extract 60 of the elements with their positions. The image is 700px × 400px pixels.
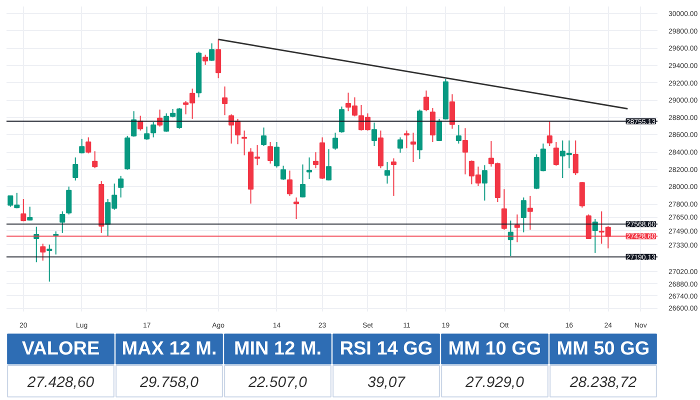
candlestick (410, 132, 416, 163)
candlestick (436, 118, 442, 142)
candlestick (553, 142, 559, 166)
category-label: RSI 14 GG (340, 338, 433, 360)
candlestick (462, 128, 468, 175)
candlestick (456, 124, 462, 144)
candlestick (293, 196, 300, 220)
candlestick (86, 136, 92, 154)
candlestick (274, 142, 280, 168)
candlestick (579, 182, 585, 208)
candlestick (20, 198, 26, 222)
candlestick (40, 243, 46, 262)
candlestick (501, 188, 507, 230)
candlestick (546, 120, 552, 147)
candlestick (242, 130, 248, 156)
candlestick (72, 156, 78, 181)
candlestick (27, 206, 33, 222)
candlestick (92, 150, 98, 169)
candlestick (60, 210, 66, 234)
candlestick (268, 142, 274, 164)
text: 28.238,72 (570, 374, 637, 391)
candlestick (222, 86, 228, 116)
candlestick (144, 126, 150, 140)
candlestick (332, 132, 338, 150)
category-label: VALORE (22, 338, 100, 360)
candlestick (79, 138, 85, 154)
candlestick (261, 127, 267, 147)
candlestick (286, 170, 293, 196)
candlestick (390, 158, 396, 196)
category-label: MM 50 GG (556, 338, 650, 360)
candlestick (572, 140, 578, 176)
candlestick (520, 196, 526, 233)
candlestick (280, 165, 286, 180)
candlestick (449, 94, 455, 130)
candlestick (216, 38, 222, 79)
category-label: MIN 12 M. (234, 338, 322, 360)
candlestick (150, 122, 156, 138)
candlestick (482, 164, 488, 202)
candlestick (371, 122, 378, 147)
candlestick (209, 42, 215, 62)
candlestick (46, 244, 52, 282)
candlestick (326, 148, 332, 181)
candlestick (527, 195, 533, 230)
candlestick (118, 175, 124, 198)
candlestick (202, 54, 208, 66)
candlestick (300, 164, 306, 198)
candlestick (404, 130, 410, 149)
candlestick (306, 156, 312, 180)
candlestick (423, 90, 429, 112)
text: 39,07 (367, 374, 406, 391)
text: 27.929,0 (466, 374, 524, 391)
category-label: MAX 12 M. (122, 338, 217, 360)
category-label: MM 10 GG (448, 338, 542, 360)
candlestick (66, 186, 72, 215)
text: 27.428,60 (27, 374, 94, 391)
text: 22.507,0 (248, 374, 307, 391)
candlestick (384, 162, 390, 184)
candlestick (397, 136, 403, 154)
text: 29.758,0 (140, 374, 198, 391)
candlestick (430, 108, 436, 143)
